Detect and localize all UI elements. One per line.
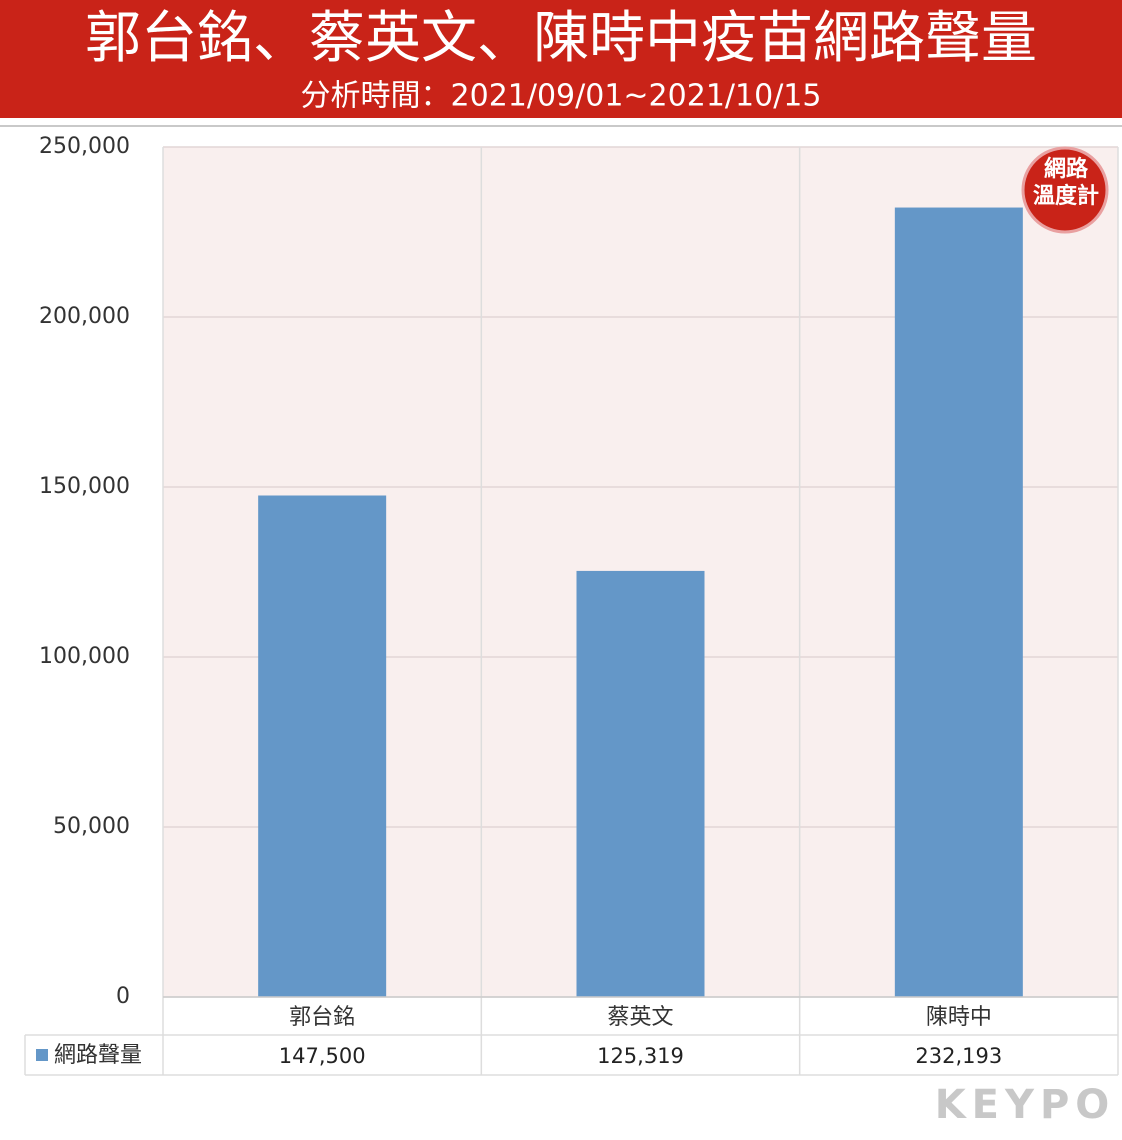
logo-text: 溫度計	[1033, 183, 1099, 209]
table-value: 147,500	[279, 1044, 366, 1068]
y-tick-label: 250,000	[39, 134, 130, 159]
logo-text: 網路	[1044, 156, 1089, 182]
y-tick-label: 150,000	[39, 474, 130, 499]
x-tick-label: 郭台銘	[289, 1005, 355, 1030]
logo: 網路 溫度計	[1021, 146, 1109, 234]
legend-swatch	[36, 1049, 48, 1061]
header-band	[0, 0, 1122, 118]
x-tick-label: 蔡英文	[607, 1005, 673, 1030]
y-tick-label: 200,000	[39, 304, 130, 329]
legend-label: 網路聲量	[54, 1043, 142, 1068]
y-tick-label: 100,000	[39, 644, 130, 669]
y-tick-label: 50,000	[53, 814, 130, 839]
bar	[576, 570, 705, 997]
logo-circle	[1021, 146, 1109, 234]
y-tick-label: 0	[116, 984, 130, 1009]
x-tick-label: 陳時中	[926, 1005, 992, 1030]
bar	[894, 207, 1023, 997]
table-value: 125,319	[597, 1044, 684, 1068]
table-value: 232,193	[915, 1044, 1002, 1068]
watermark: KEYPO	[935, 1082, 1116, 1128]
bar	[258, 495, 387, 997]
chart-title: 郭台銘、蔡英文、陳時中疫苗網路聲量	[85, 6, 1037, 71]
chart-subtitle: 分析時間：2021/09/01~2021/10/15	[301, 79, 822, 114]
